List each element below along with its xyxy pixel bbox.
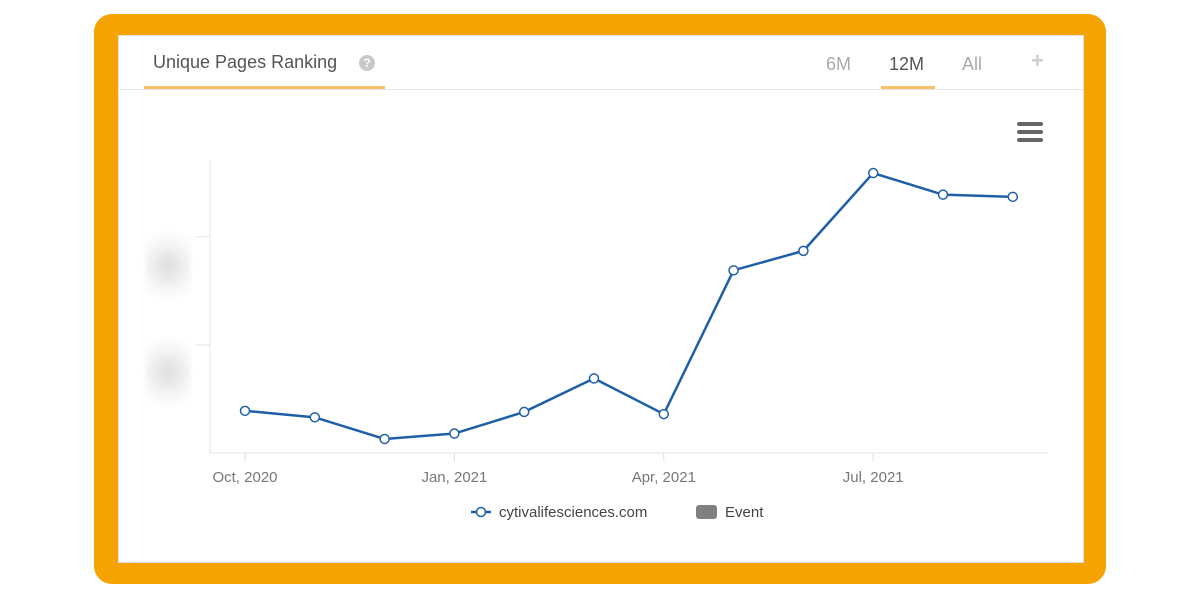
chart-title: Unique Pages Ranking	[153, 52, 338, 72]
data-point	[658, 408, 670, 420]
data-point	[449, 428, 460, 439]
data-point	[588, 373, 600, 384]
series-line	[244, 171, 1013, 441]
card-header: Unique Pages Ranking ? 6M 12M All +	[119, 36, 1083, 90]
data-point	[1007, 191, 1019, 203]
legend-event-icon	[696, 505, 717, 519]
data-point	[728, 265, 739, 276]
hamburger-menu-icon[interactable]	[1017, 122, 1043, 146]
x-tick-label: Apr, 2021	[632, 469, 696, 486]
x-tick-label: Jan, 2021	[421, 469, 487, 486]
legend-series-label: cytivalifesciences.com	[499, 504, 647, 521]
line-chart: Oct, 2020 Jan, 2021 Apr, 2021 Jul, 2021 cyti…	[195, 159, 1048, 521]
data-point	[379, 433, 390, 445]
data-point	[239, 405, 251, 417]
data-point	[867, 167, 879, 179]
tab-all[interactable]: All	[962, 54, 983, 74]
title-underline	[144, 86, 385, 89]
help-icon[interactable]: ?	[359, 55, 375, 71]
chart-card: Unique Pages Ranking ? 6M 12M All + Oct,…	[118, 35, 1084, 563]
data-point	[309, 412, 321, 423]
tab-6m[interactable]: 6M	[826, 54, 852, 74]
legend-series-marker-icon	[475, 506, 487, 518]
blurred-y-label	[145, 332, 191, 412]
active-tab-underline	[881, 86, 935, 89]
add-icon[interactable]: +	[1031, 48, 1044, 73]
legend-event-label: Event	[725, 504, 764, 521]
tab-12m[interactable]: 12M	[889, 54, 925, 74]
x-tick-label: Oct, 2020	[212, 469, 277, 486]
x-tick-label: Jul, 2021	[843, 469, 904, 486]
data-point	[798, 245, 809, 257]
data-point	[518, 406, 530, 418]
data-point	[937, 189, 949, 200]
blurred-y-label	[145, 226, 191, 306]
